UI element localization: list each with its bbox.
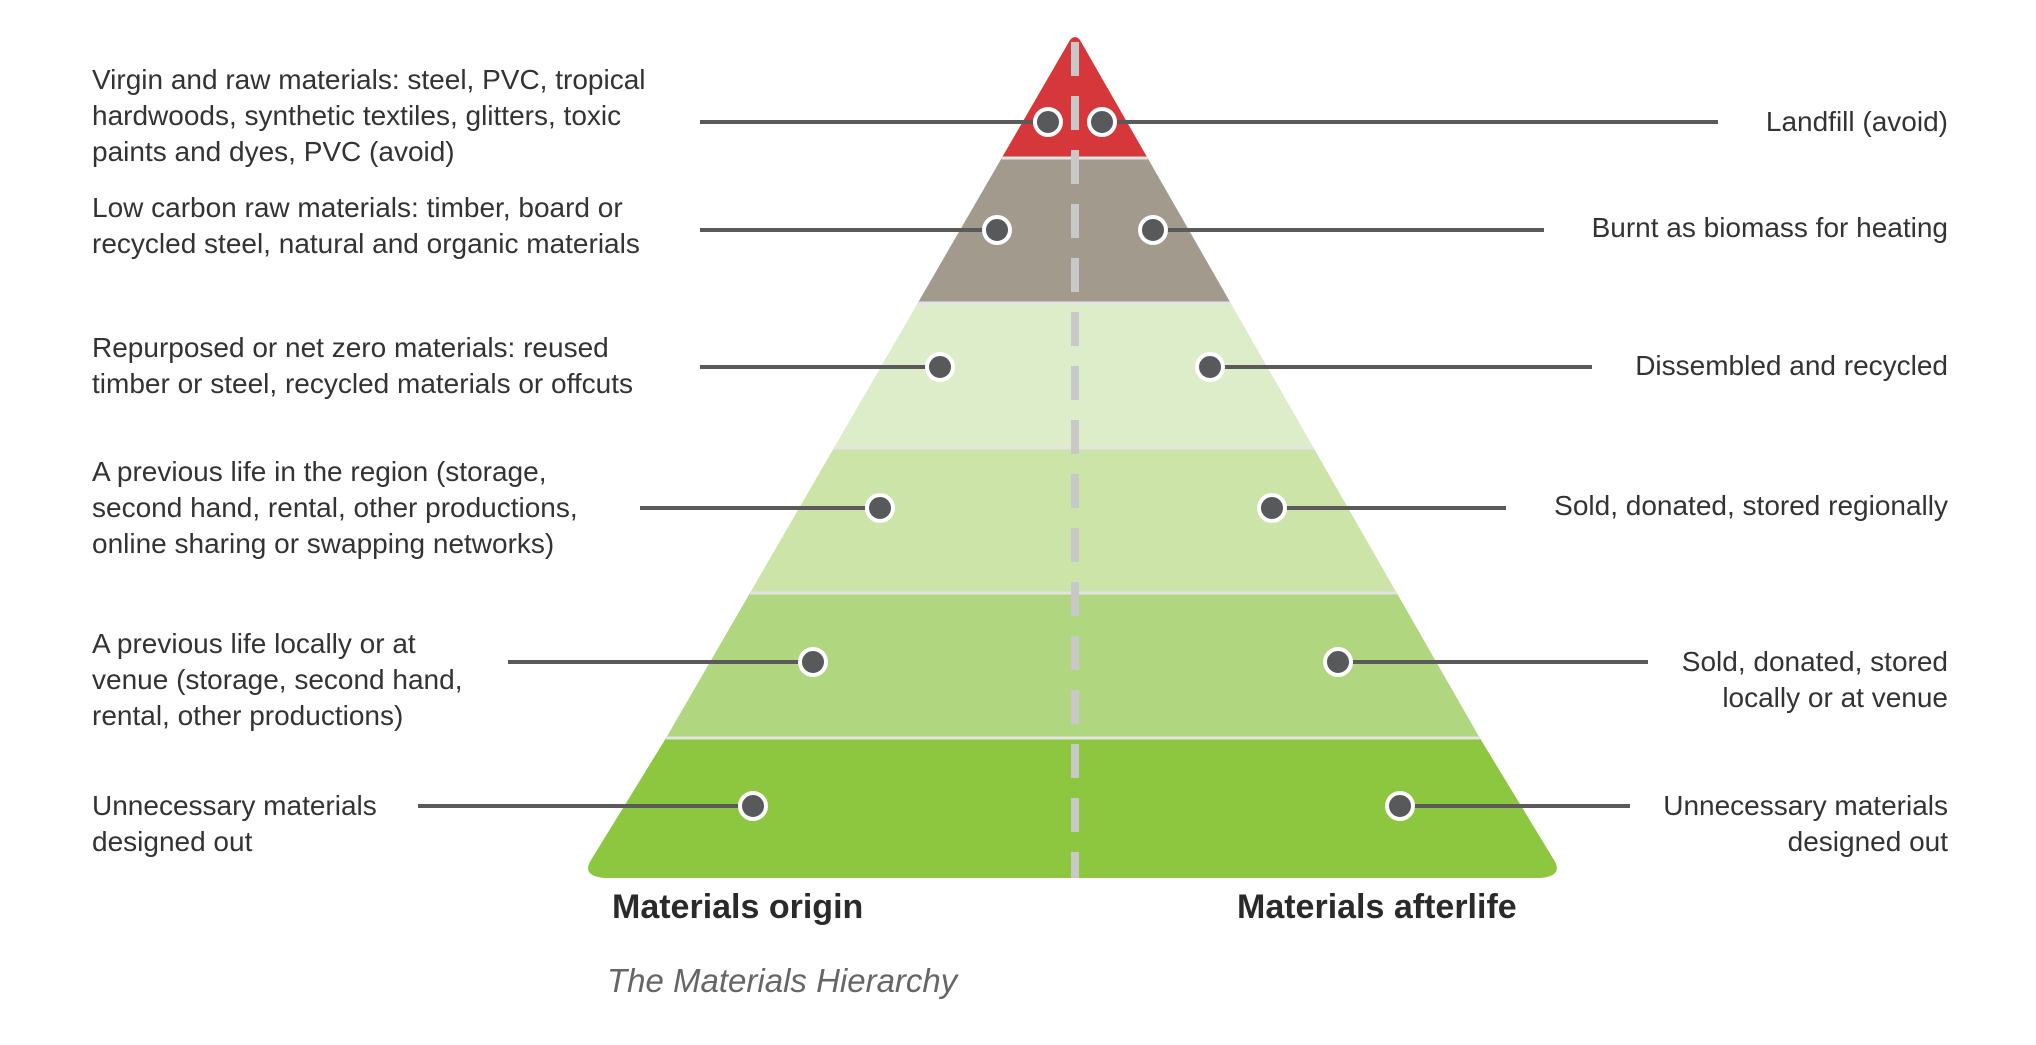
origin-label-tier-1: Virgin and raw materials: steel, PVC, tr… — [92, 64, 646, 167]
origin-marker-dot — [738, 791, 768, 821]
origin-marker-dot — [982, 215, 1012, 245]
pyramid-tier-4 — [749, 448, 1397, 593]
origin-label-tier-5: A previous life locally or at venue (sto… — [92, 628, 463, 731]
origin-label-tier-4: A previous life in the region (storage, … — [92, 456, 578, 559]
origin-marker-dot — [865, 493, 895, 523]
afterlife-marker-dot — [1385, 791, 1415, 821]
afterlife-label-tier-2: Burnt as biomass for heating — [1591, 212, 1948, 243]
origin-marker-dot — [798, 647, 828, 677]
afterlife-marker-dot — [1195, 352, 1225, 382]
afterlife-label-tier-4: Sold, donated, stored regionally — [1554, 490, 1948, 521]
afterlife-marker-dot — [1257, 493, 1287, 523]
origin-marker-dot — [925, 352, 955, 382]
afterlife-marker-dot — [1087, 107, 1117, 137]
origin-label-tier-3: Repurposed or net zero materials: reused… — [92, 332, 634, 399]
afterlife-marker-dot — [1323, 647, 1353, 677]
diagram-caption: The Materials Hierarchy — [607, 962, 958, 999]
materials-afterlife-title: Materials afterlife — [1237, 888, 1517, 926]
afterlife-label-tier-6: Unnecessary materials designed out — [1663, 790, 1948, 857]
afterlife-label-tier-5: Sold, donated, stored locally or at venu… — [1681, 646, 1948, 713]
afterlife-label-tier-1: Landfill (avoid) — [1765, 106, 1948, 137]
afterlife-marker-dot — [1138, 215, 1168, 245]
afterlife-label-tier-3: Dissembled and recycled — [1635, 350, 1948, 381]
origin-marker-dot — [1033, 107, 1063, 137]
origin-label-tier-6: Unnecessary materials designed out — [92, 790, 377, 857]
origin-label-tier-2: Low carbon raw materials: timber, board … — [92, 192, 640, 259]
materials-origin-title: Materials origin — [612, 888, 864, 926]
